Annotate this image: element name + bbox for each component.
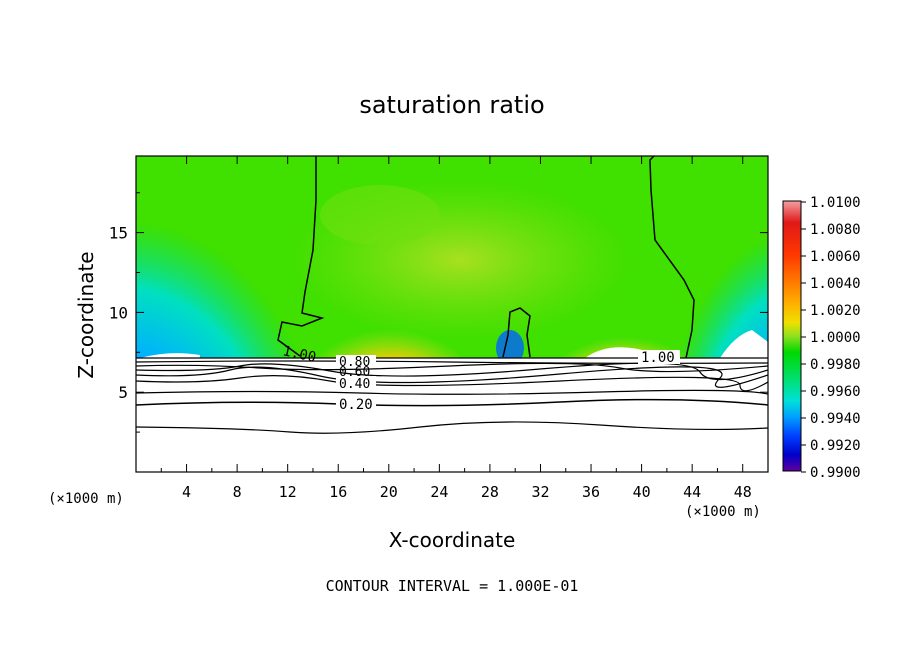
x-axis-title: X-coordinate <box>389 528 516 552</box>
contour-labels: 1.00 0.80 0.60 0.40 0.20 1.00 <box>281 343 675 413</box>
colorbar-label: 1.0080 <box>810 222 861 238</box>
contour-0.60a <box>136 362 768 373</box>
x-tick-label: 32 <box>531 483 549 501</box>
x-tick-label: 44 <box>683 483 701 501</box>
colorbar-label: 1.0100 <box>810 195 861 211</box>
y-axis-title: Z-coordinate <box>74 251 98 378</box>
contour-0.30 <box>136 389 768 395</box>
x-tick-label: 24 <box>430 483 448 501</box>
colorbar-label: 0.9980 <box>810 357 861 373</box>
y-tick-label: 5 <box>118 383 128 402</box>
contour-0.40a <box>136 366 768 388</box>
contour-0.40b <box>136 375 768 392</box>
contour-label: 1.00 <box>641 350 675 366</box>
x-unit-left: (×1000 m) <box>48 491 124 507</box>
colorbar-label: 1.0000 <box>810 330 861 346</box>
contour-1.00-right <box>649 156 695 359</box>
colorbar-label: 0.9920 <box>810 438 861 454</box>
y-tick-label: 15 <box>109 224 128 243</box>
contour-label: 1.00 <box>281 343 317 366</box>
contour-0.20 <box>136 398 768 407</box>
colorbar-label: 1.0040 <box>810 276 861 292</box>
colorbar-label: 1.0020 <box>810 303 861 319</box>
contour-1.00-mid <box>502 307 531 358</box>
contour-1.00-left <box>277 156 325 357</box>
x-tick-label: 20 <box>380 483 398 501</box>
x-tick-label: 8 <box>233 483 242 501</box>
colorbar-label: 0.9940 <box>810 411 861 427</box>
contour-label: 0.20 <box>339 397 373 413</box>
y-tick-label: 10 <box>109 303 128 322</box>
plot-frame <box>135 155 769 473</box>
contour-0.60b <box>136 362 768 381</box>
heatmap-field <box>136 156 768 472</box>
x-tick-label: 12 <box>279 483 297 501</box>
colorbar-labels: 1.0100 1.0080 1.0060 1.0040 1.0020 1.0000 0.99… <box>801 195 861 481</box>
colorbar <box>782 200 802 472</box>
x-tick-label: 28 <box>481 483 499 501</box>
colorbar-label: 0.9960 <box>810 384 861 400</box>
x-tick-label: 16 <box>329 483 347 501</box>
contour-interval-note: CONTOUR INTERVAL = 1.000E-01 <box>326 577 579 595</box>
x-unit-right: (×1000 m) <box>685 504 761 520</box>
x-tick-label: 40 <box>633 483 651 501</box>
colorbar-label: 0.9900 <box>810 465 861 481</box>
colorbar-label: 1.0060 <box>810 249 861 265</box>
contour-0.10 <box>136 421 768 434</box>
x-tick-label: 4 <box>182 483 191 501</box>
x-axis: 4 8 12 16 20 24 28 32 36 40 44 48 <box>160 156 752 501</box>
y-axis: 5 10 15 <box>109 192 768 433</box>
x-tick-label: 36 <box>582 483 600 501</box>
contour-label: 0.60 <box>339 365 370 380</box>
x-tick-label: 48 <box>734 483 752 501</box>
chart-title: saturation ratio <box>359 91 544 119</box>
contour-label: 0.40 <box>339 377 370 392</box>
contour-label: 0.80 <box>339 355 370 370</box>
